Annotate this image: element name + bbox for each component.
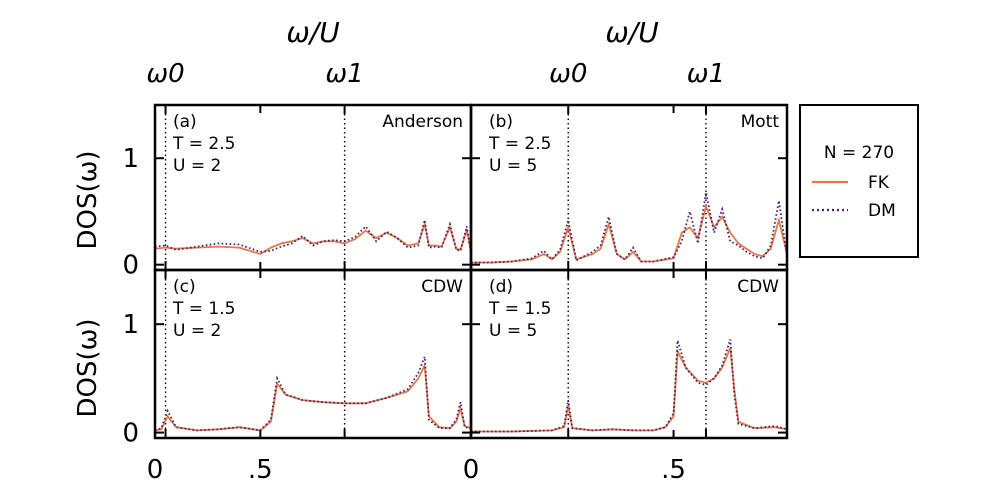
y-tick-label-2-0: 0 (122, 419, 139, 449)
panel-phase-1: Mott (741, 112, 780, 132)
x-tick-label-2-1: .5 (248, 455, 273, 485)
y-tick-label-0-0: 0 (122, 251, 139, 281)
top-tick-label-0-0: ω0 (146, 59, 184, 89)
panel-label-1: (b) (489, 112, 513, 132)
y-axis-label-bottom: DOS(ω) (73, 318, 103, 417)
series-dm-panel-2 (155, 356, 471, 432)
y-tick-label-0-1: 1 (122, 144, 139, 174)
legend-label-fk: FK (868, 173, 890, 193)
top-tick-label-0-1: ω1 (325, 59, 363, 89)
panel-param-2-0: T = 1.5 (172, 299, 235, 319)
y-axis-label-top: DOS(ω) (73, 150, 103, 249)
legend-title: N = 270 (824, 143, 894, 163)
series-fk-panel-2 (155, 362, 471, 432)
panel-frame-3 (469, 268, 789, 440)
series-fk-panel-0 (155, 220, 471, 255)
panel-param-2-1: U = 2 (173, 321, 221, 341)
panel-label-0: (a) (173, 112, 197, 132)
top-tick-label-1-0: ω0 (549, 59, 587, 89)
panel-phase-3: CDW (737, 277, 779, 297)
series-fk-panel-3 (471, 347, 787, 433)
panel-param-0-1: U = 2 (173, 156, 221, 176)
x-tick-label-3-0: 0 (463, 455, 480, 485)
panel-param-1-1: U = 5 (489, 156, 537, 176)
y-tick-label-2-1: 1 (122, 310, 139, 340)
legend: N = 270 FK DM (799, 104, 919, 258)
panel-param-3-0: T = 1.5 (488, 299, 551, 319)
panel-param-3-1: U = 5 (489, 321, 537, 341)
legend-label-dm: DM (868, 201, 896, 221)
series-dm-panel-3 (471, 339, 787, 433)
x-tick-label-3-1: .5 (661, 455, 686, 485)
panel-label-2: (c) (173, 277, 196, 297)
series-dm-panel-1 (471, 192, 787, 264)
top-axis-label-right: ω/U (605, 16, 658, 49)
panel-label-3: (d) (489, 277, 513, 297)
top-tick-label-1-1: ω1 (687, 59, 725, 89)
panel-param-1-0: T = 2.5 (488, 134, 551, 154)
x-tick-label-2-0: 0 (147, 455, 164, 485)
panel-phase-2: CDW (421, 277, 463, 297)
panel-phase-0: Anderson (382, 112, 463, 132)
top-axis-label-left: ω/U (286, 16, 339, 49)
panel-param-0-0: T = 2.5 (172, 134, 235, 154)
